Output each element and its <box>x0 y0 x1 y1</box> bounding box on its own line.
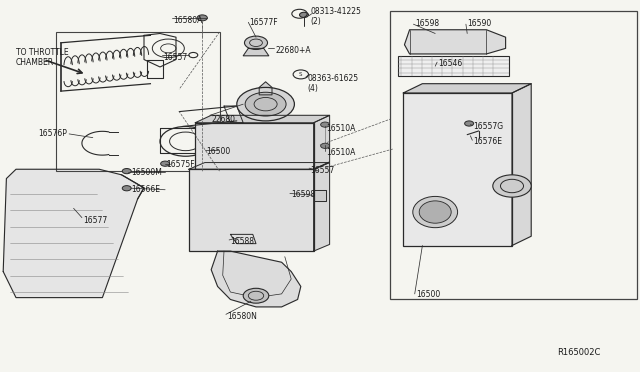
Polygon shape <box>403 84 531 93</box>
Polygon shape <box>195 115 330 123</box>
Text: 22680+A: 22680+A <box>275 46 311 55</box>
Circle shape <box>243 288 269 303</box>
Polygon shape <box>230 234 256 244</box>
Polygon shape <box>314 163 330 251</box>
Text: 16580N: 16580N <box>227 312 257 321</box>
Ellipse shape <box>419 201 451 223</box>
Text: 16577F: 16577F <box>250 18 278 27</box>
Text: 16598: 16598 <box>291 190 316 199</box>
Circle shape <box>244 36 268 49</box>
Text: 08313-41225
(2): 08313-41225 (2) <box>310 7 361 26</box>
Circle shape <box>465 121 474 126</box>
Polygon shape <box>314 190 326 201</box>
Text: 16557: 16557 <box>310 166 335 174</box>
Circle shape <box>300 12 308 17</box>
Text: 16557: 16557 <box>163 53 188 62</box>
Text: 16500: 16500 <box>206 147 230 156</box>
Bar <box>403 93 512 246</box>
Text: 16577: 16577 <box>83 216 108 225</box>
Text: 16510A: 16510A <box>326 148 356 157</box>
Text: 16580A: 16580A <box>173 16 202 25</box>
Ellipse shape <box>413 196 458 228</box>
Circle shape <box>161 161 170 166</box>
Polygon shape <box>314 115 330 169</box>
Polygon shape <box>404 30 506 54</box>
Text: 16576E: 16576E <box>474 137 502 146</box>
Circle shape <box>122 186 131 191</box>
Bar <box>390 11 637 299</box>
Text: 16588: 16588 <box>230 237 254 246</box>
Text: 08363-61625
(4): 08363-61625 (4) <box>307 74 358 93</box>
Text: 22680: 22680 <box>211 115 236 124</box>
Polygon shape <box>211 251 301 307</box>
Bar <box>398 56 509 76</box>
Bar <box>189 169 314 251</box>
Bar <box>56 32 220 171</box>
Polygon shape <box>512 84 531 246</box>
Text: TO THROTTLE
CHAMBER: TO THROTTLE CHAMBER <box>16 48 68 67</box>
Polygon shape <box>259 82 272 95</box>
Circle shape <box>197 15 207 21</box>
Text: 16500: 16500 <box>416 291 440 299</box>
Text: 16566E: 16566E <box>131 185 160 194</box>
Circle shape <box>237 87 294 121</box>
Circle shape <box>321 143 330 148</box>
Bar <box>195 123 314 169</box>
Text: 16598: 16598 <box>415 19 439 28</box>
Polygon shape <box>3 169 144 298</box>
Text: R165002C: R165002C <box>557 348 600 357</box>
Text: S: S <box>299 72 303 77</box>
Text: 16500M: 16500M <box>131 168 162 177</box>
Text: 16575F: 16575F <box>166 160 195 169</box>
Polygon shape <box>189 163 330 169</box>
Polygon shape <box>243 48 269 56</box>
Text: 16546: 16546 <box>438 59 463 68</box>
Circle shape <box>245 92 286 116</box>
Circle shape <box>122 169 131 174</box>
Text: 16557G: 16557G <box>474 122 504 131</box>
Text: 16576P: 16576P <box>38 129 67 138</box>
Circle shape <box>493 175 531 197</box>
Text: 16590: 16590 <box>467 19 492 28</box>
Circle shape <box>321 122 330 127</box>
Text: 16510A: 16510A <box>326 124 356 133</box>
